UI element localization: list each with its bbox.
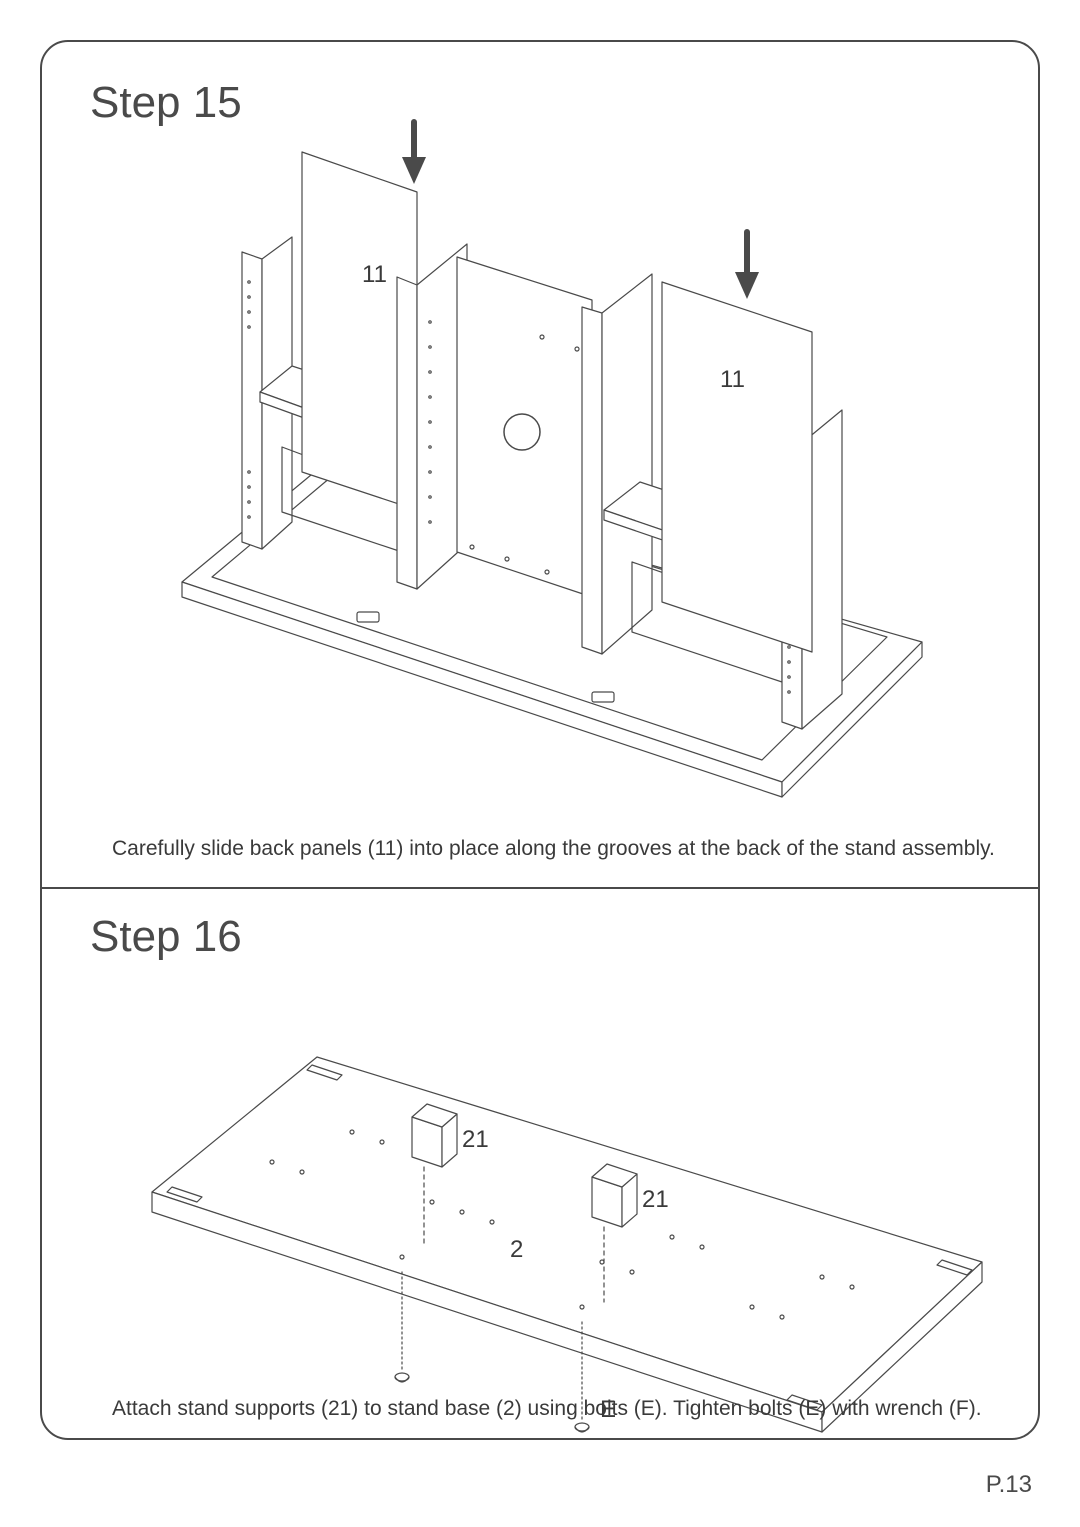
label-2-base: 2 — [510, 1236, 523, 1263]
step-16-instruction: Attach stand supports (21) to stand base… — [112, 1397, 982, 1421]
step-divider — [42, 887, 1038, 889]
step-15-diagram: 11 11 — [142, 102, 962, 822]
step-15-instruction: Carefully slide back panels (11) into pl… — [112, 837, 995, 861]
page-frame: Step 15 — [40, 40, 1040, 1440]
label-21-a: 21 — [462, 1126, 489, 1153]
step-16-diagram: 21 21 2 E F — [102, 1002, 1002, 1440]
label-11-left: 11 — [362, 261, 387, 288]
label-21-b: 21 — [642, 1186, 669, 1213]
step-16-title: Step 16 — [90, 912, 242, 962]
label-11-right: 11 — [720, 366, 745, 393]
page-number: P.13 — [986, 1471, 1032, 1499]
